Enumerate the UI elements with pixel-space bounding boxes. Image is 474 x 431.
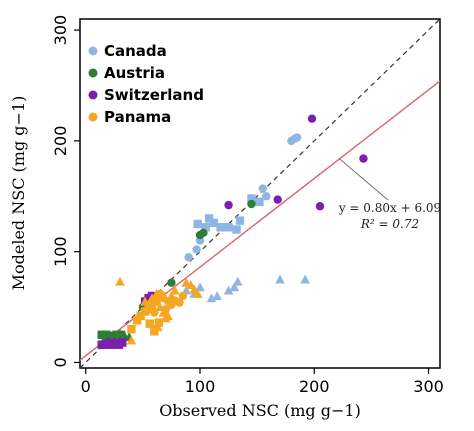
- data-point-canada: [258, 184, 268, 193]
- data-point-canada: [224, 223, 233, 232]
- data-point-panama: [163, 311, 173, 321]
- data-point-panama: [154, 318, 164, 327]
- data-point-austria: [247, 199, 256, 209]
- data-point-panama: [170, 285, 180, 295]
- data-point-switzerland: [359, 154, 368, 163]
- y-tick-label: 200: [51, 126, 70, 157]
- y-axis-ticks: 0 100 200 300: [51, 15, 80, 368]
- data-point-panama: [115, 276, 125, 286]
- y-tick-label: 100: [51, 236, 70, 267]
- x-tick-label: 300: [413, 377, 444, 396]
- legend-marker-canada: [88, 46, 98, 56]
- x-tick-label: 100: [185, 377, 216, 396]
- legend-marker-panama: [88, 112, 98, 122]
- data-point-panama: [166, 291, 177, 301]
- legend: Canada Austria Switzerland Panama: [88, 42, 204, 126]
- data-point-canada: [223, 285, 234, 295]
- data-point-panama: [156, 291, 166, 301]
- data-point-canada: [255, 197, 264, 207]
- data-point-panama: [143, 302, 154, 312]
- data-point-canada: [212, 291, 222, 301]
- data-point-panama: [132, 316, 142, 325]
- legend-marker-austria: [88, 68, 98, 78]
- data-point-panama: [178, 291, 188, 301]
- data-point-canada: [184, 253, 193, 262]
- x-axis-title: Observed NSC (mg g−1): [159, 401, 361, 420]
- data-point-canada: [229, 282, 240, 292]
- data-point-canada: [247, 194, 256, 203]
- data-point-panama: [192, 288, 203, 298]
- data-point-panama: [175, 298, 184, 307]
- data-point-canada: [209, 218, 218, 228]
- data-point-panama: [155, 302, 165, 312]
- legend-label-panama: Panama: [104, 108, 171, 126]
- data-point-panama: [151, 288, 162, 298]
- data-point-austria: [97, 330, 106, 339]
- data-point-canada: [235, 216, 245, 225]
- data-point-switzerland: [115, 336, 125, 346]
- legend-label-canada: Canada: [104, 42, 167, 60]
- data-point-switzerland: [273, 195, 282, 204]
- data-point-canada: [300, 274, 310, 284]
- data-point-canada: [292, 133, 302, 142]
- data-point-canada: [232, 225, 241, 234]
- y-tick-label: 300: [51, 15, 70, 46]
- data-points: [97, 114, 368, 349]
- data-point-canada: [262, 192, 271, 201]
- data-point-austria: [199, 228, 208, 238]
- data-point-canada: [192, 245, 201, 254]
- y-tick-label: 0: [51, 357, 70, 367]
- x-tick-label: 0: [81, 377, 91, 396]
- annotation-leader-line: [338, 157, 389, 201]
- data-point-panama: [145, 319, 154, 328]
- data-point-switzerland: [307, 114, 317, 123]
- data-point-canada: [216, 223, 225, 232]
- data-point-canada: [232, 276, 243, 286]
- data-point-panama: [152, 297, 161, 306]
- data-point-panama: [126, 335, 137, 345]
- legend-label-switzerland: Switzerland: [104, 86, 204, 104]
- data-point-austria: [102, 330, 111, 339]
- y-axis-title: Modeled NSC (mg g−1): [9, 96, 28, 291]
- data-point-panama: [152, 322, 163, 332]
- data-point-canada: [201, 223, 210, 232]
- data-point-switzerland: [224, 200, 233, 210]
- data-point-panama: [127, 325, 136, 334]
- data-point-canada: [195, 282, 205, 292]
- data-point-panama: [135, 311, 146, 321]
- data-point-panama: [140, 296, 150, 306]
- legend-label-austria: Austria: [104, 64, 165, 82]
- fit-equation: y = 0.80x + 6.09: [338, 201, 441, 215]
- x-tick-label: 200: [299, 377, 330, 396]
- data-point-switzerland: [315, 202, 325, 211]
- fit-r-squared: R² = 0.72: [360, 217, 419, 231]
- data-point-canada: [193, 219, 202, 229]
- data-point-panama: [147, 300, 157, 310]
- data-point-austria: [167, 278, 176, 287]
- data-point-canada: [275, 274, 285, 284]
- legend-marker-switzerland: [88, 90, 98, 100]
- x-axis-ticks: 0 100 200 300: [81, 368, 444, 396]
- data-point-canada: [204, 214, 214, 223]
- data-point-austria: [110, 332, 121, 342]
